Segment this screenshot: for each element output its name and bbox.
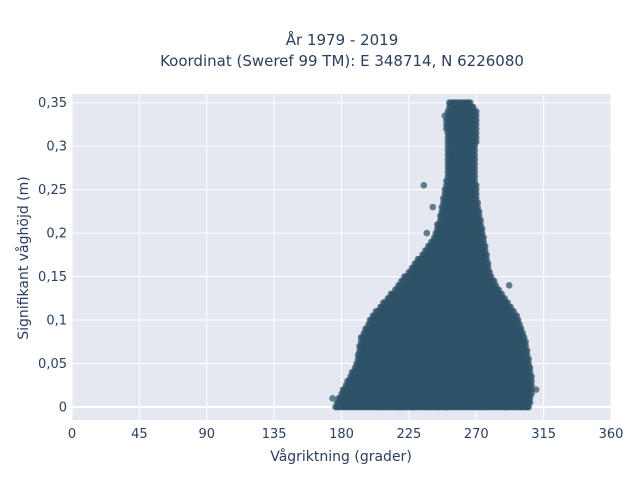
scatter-point bbox=[380, 403, 387, 411]
x-tick-label: 0 bbox=[68, 427, 76, 442]
scatter-point bbox=[443, 403, 450, 411]
x-tick-label: 360 bbox=[599, 427, 624, 442]
scatter-point bbox=[435, 403, 443, 411]
y-tick-label: 0,3 bbox=[46, 140, 67, 155]
x-tick-label: 180 bbox=[329, 427, 354, 442]
x-tick-label: 270 bbox=[464, 427, 489, 442]
scatter-point bbox=[329, 395, 336, 402]
chart-title-line-1: År 1979 - 2019 bbox=[286, 30, 399, 49]
y-axis-ticks: 0 0,05 0,1 0,15 0,2 0,25 0,3 0,35 bbox=[38, 96, 67, 415]
scatter-point bbox=[429, 203, 437, 211]
scatter-point bbox=[425, 403, 432, 411]
x-tick-label: 135 bbox=[262, 427, 287, 442]
x-tick-label: 315 bbox=[531, 427, 556, 442]
y-tick-label: 0,15 bbox=[38, 270, 67, 285]
scatter-point bbox=[532, 386, 540, 393]
scatter-point bbox=[523, 403, 531, 411]
y-tick-label: 0,1 bbox=[46, 314, 67, 329]
scatter-point bbox=[434, 221, 441, 228]
scatter-point bbox=[410, 403, 417, 411]
scatter-markers bbox=[329, 99, 540, 411]
chart-title-line-2: Koordinat (Sweref 99 TM): E 348714, N 62… bbox=[160, 52, 524, 70]
x-axis-title: Vågriktning (grader) bbox=[270, 448, 412, 465]
y-tick-label: 0 bbox=[59, 400, 67, 415]
y-tick-label: 0,05 bbox=[38, 357, 67, 372]
scatter-point bbox=[467, 99, 474, 106]
y-tick-label: 0,25 bbox=[38, 183, 67, 198]
scatter-point bbox=[517, 403, 525, 411]
scatter-point bbox=[505, 282, 513, 289]
y-tick-label: 0,2 bbox=[46, 227, 67, 242]
scatter-point bbox=[502, 403, 510, 411]
x-tick-label: 225 bbox=[396, 427, 421, 442]
scatter-point bbox=[423, 229, 431, 237]
y-axis-title: Signifikant våghöjd (m) bbox=[15, 176, 32, 339]
scatter-point bbox=[441, 112, 449, 119]
scatter-point bbox=[420, 182, 428, 189]
x-tick-label: 45 bbox=[131, 427, 148, 442]
x-axis-ticks: 0 45 90 135 180 225 270 315 360 bbox=[68, 427, 624, 442]
x-tick-label: 90 bbox=[198, 427, 215, 442]
y-tick-label: 0,35 bbox=[38, 96, 67, 111]
scatter-point bbox=[398, 403, 405, 411]
